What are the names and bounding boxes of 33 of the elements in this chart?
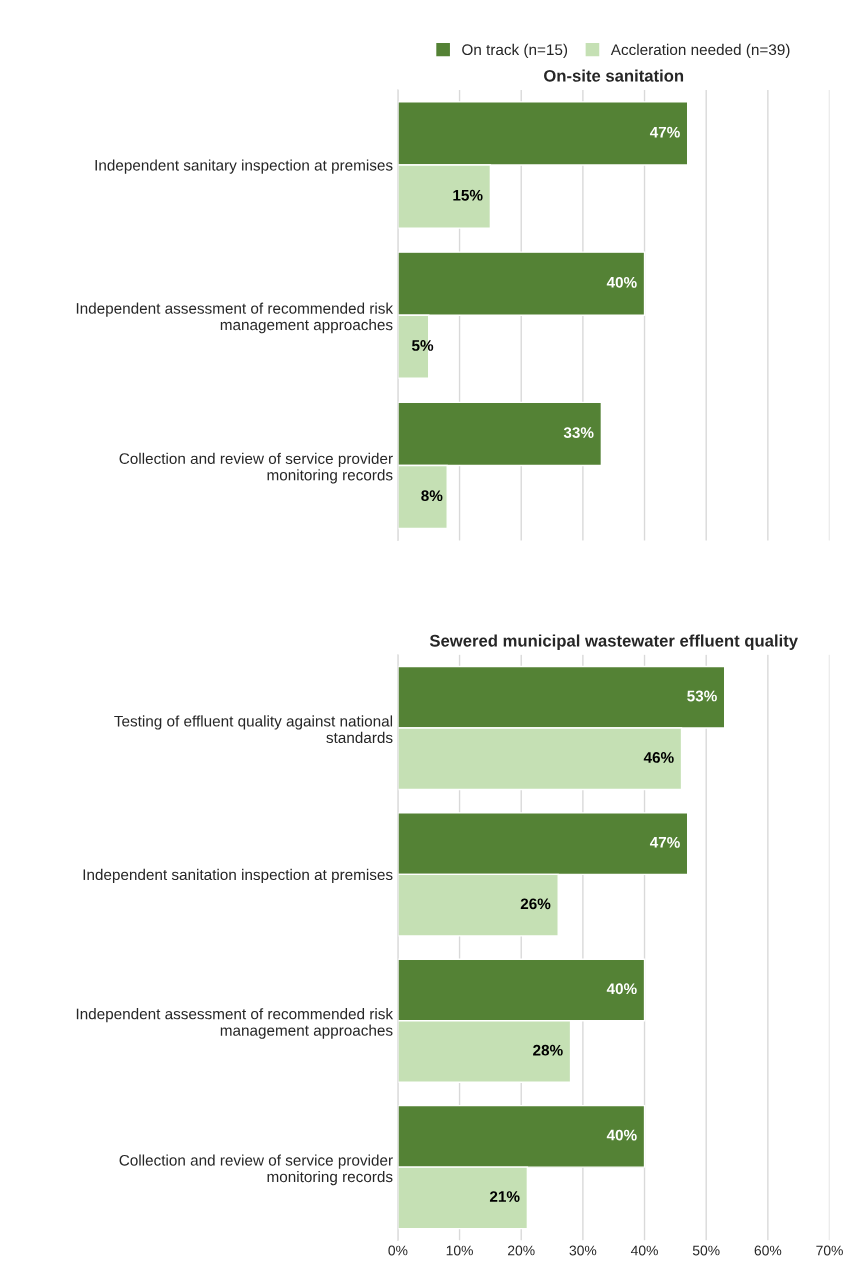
legend-label: Accleration needed (n=39)	[610, 43, 790, 59]
x-tick-label: 0%	[388, 1245, 408, 1256]
chart-title: On-site sanitation	[544, 69, 684, 82]
data-label: 40%	[606, 983, 637, 995]
y-tick-label: Collection and review of service provider monitoring records	[119, 452, 393, 484]
data-label: 40%	[606, 1129, 637, 1141]
y-tick-label: Collection and review of service provider monitoring records	[119, 1154, 393, 1186]
chart-title: Sewered municipal wastewater effluent quality	[429, 634, 798, 650]
legend-label: On track (n=15)	[462, 43, 568, 59]
data-label: 15%	[453, 189, 483, 201]
data-label: 46%	[643, 752, 674, 763]
x-tick-label: 20%	[508, 1245, 535, 1256]
data-label: 21%	[489, 1191, 520, 1202]
data-label: 33%	[563, 427, 594, 439]
data-label: 28%	[533, 1044, 563, 1056]
data-label: 40%	[606, 276, 637, 288]
y-tick-label: Independent sanitation inspection at premises	[83, 868, 393, 884]
data-label: 47%	[649, 836, 680, 848]
x-tick-label: 30%	[569, 1245, 597, 1256]
data-label: 47%	[649, 126, 680, 138]
y-tick-label: Testing of effluent quality against national standards	[114, 715, 393, 744]
data-label: 26%	[520, 898, 551, 910]
y-tick-label: Independent sanitary inspection at premises	[95, 159, 393, 174]
x-tick-label: 60%	[754, 1245, 782, 1256]
data-label: 53%	[687, 690, 717, 702]
y-tick-label: Independent assessment of recommended risk management approaches	[76, 302, 394, 334]
data-label: 5%	[411, 340, 434, 351]
x-tick-label: 50%	[692, 1245, 720, 1256]
x-tick-label: 40%	[630, 1245, 658, 1256]
x-tick-label: 10%	[446, 1245, 473, 1256]
x-tick-label: 70%	[816, 1245, 843, 1256]
y-tick-label: Independent assessment of recommended risk management approaches	[76, 1008, 394, 1039]
data-label: 8%	[421, 490, 443, 502]
